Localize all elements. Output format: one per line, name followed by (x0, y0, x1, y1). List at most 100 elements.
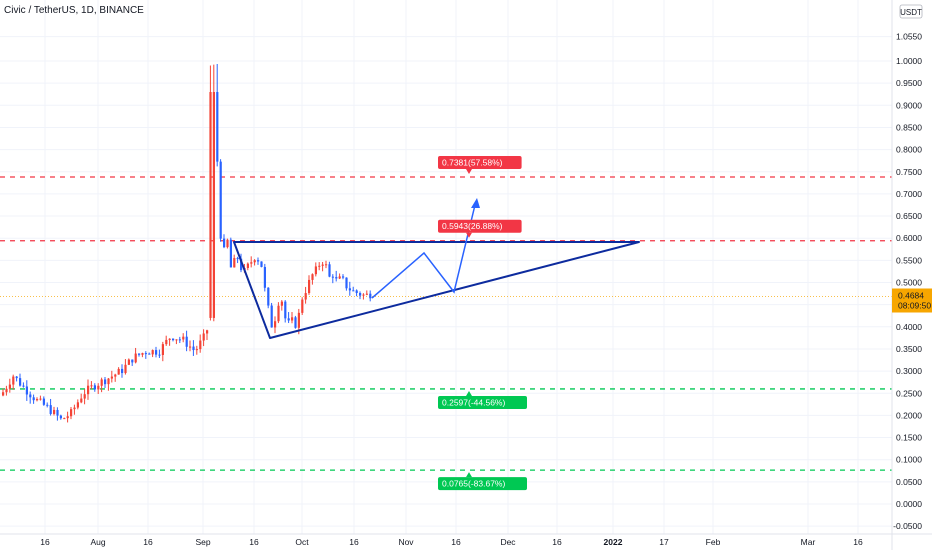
candlesticks[interactable] (2, 63, 372, 423)
candle-body[interactable] (369, 293, 372, 299)
candle-body[interactable] (240, 258, 243, 271)
candle-body[interactable] (352, 290, 355, 292)
candle-body[interactable] (73, 407, 76, 410)
candle-body[interactable] (335, 277, 338, 279)
candle-body[interactable] (274, 321, 277, 328)
candle-body[interactable] (66, 416, 69, 419)
candle-body[interactable] (39, 398, 42, 400)
candle-body[interactable] (311, 274, 314, 280)
candle-body[interactable] (345, 277, 348, 289)
candle-body[interactable] (212, 92, 215, 318)
candle-body[interactable] (25, 386, 28, 395)
candle-body[interactable] (216, 92, 219, 162)
candle-body[interactable] (93, 385, 96, 390)
candle-body[interactable] (144, 353, 147, 355)
candle-body[interactable] (104, 379, 107, 385)
candle-body[interactable] (42, 398, 45, 405)
candle-body[interactable] (250, 262, 253, 264)
candle-body[interactable] (141, 353, 144, 355)
candle-body[interactable] (90, 385, 93, 387)
candle-body[interactable] (338, 276, 341, 279)
candle-body[interactable] (321, 264, 324, 266)
candle-body[interactable] (178, 339, 181, 341)
candle-body[interactable] (56, 409, 59, 416)
candle-body[interactable] (219, 161, 222, 239)
candle-body[interactable] (124, 364, 127, 374)
candle-body[interactable] (19, 378, 22, 386)
candle-body[interactable] (97, 385, 100, 390)
candle-body[interactable] (59, 415, 62, 419)
candle-body[interactable] (36, 399, 39, 401)
candle-body[interactable] (175, 339, 178, 341)
candle-body[interactable] (70, 409, 73, 417)
candle-body[interactable] (127, 359, 130, 365)
candle-body[interactable] (5, 388, 8, 393)
candle-body[interactable] (76, 402, 79, 408)
candle-body[interactable] (359, 293, 362, 296)
candle-body[interactable] (100, 379, 103, 386)
candle-body[interactable] (15, 376, 18, 379)
candle-body[interactable] (161, 344, 164, 356)
candle-body[interactable] (83, 394, 86, 399)
candle-body[interactable] (229, 239, 232, 268)
candle-body[interactable] (63, 418, 66, 420)
candle-body[interactable] (270, 305, 273, 328)
candle-body[interactable] (365, 293, 368, 295)
candle-body[interactable] (246, 263, 249, 268)
candle-body[interactable] (148, 353, 151, 355)
candle-body[interactable] (223, 238, 226, 248)
drawings[interactable] (233, 198, 640, 339)
candle-body[interactable] (195, 349, 198, 351)
candle-body[interactable] (29, 394, 32, 398)
candle-body[interactable] (267, 287, 270, 306)
candle-body[interactable] (121, 368, 124, 374)
candle-body[interactable] (12, 376, 15, 385)
candle-body[interactable] (253, 260, 256, 263)
candle-body[interactable] (257, 260, 260, 262)
candle-body[interactable] (209, 92, 212, 318)
candle-body[interactable] (280, 301, 283, 306)
price-axis[interactable]: 1.0550 1.0000 0.9500 0.9000 0.8500 0.8000 0.75… (891, 0, 932, 550)
candle-body[interactable] (87, 385, 90, 395)
candle-body[interactable] (277, 305, 280, 322)
candle-body[interactable] (114, 374, 117, 377)
candle-body[interactable] (260, 261, 263, 267)
candle-body[interactable] (2, 392, 5, 396)
candle-body[interactable] (172, 338, 175, 341)
candle-body[interactable] (192, 346, 195, 351)
candle-body[interactable] (185, 336, 188, 347)
candle-body[interactable] (314, 266, 317, 275)
candle-body[interactable] (236, 258, 239, 260)
candle-body[interactable] (287, 318, 290, 321)
candle-body[interactable] (138, 353, 141, 355)
candle-body[interactable] (342, 276, 345, 278)
candle-body[interactable] (22, 385, 25, 387)
candle-body[interactable] (155, 350, 158, 355)
candle-body[interactable] (32, 397, 35, 401)
candle-body[interactable] (151, 350, 154, 355)
candle-body[interactable] (284, 301, 287, 319)
time-axis[interactable]: 16 Aug 16 Sep 16 Oct 16 Nov 16 Dec 16 2022 17 Feb Mar 1… (0, 533, 932, 547)
candle-body[interactable] (291, 317, 294, 321)
candle-body[interactable] (304, 293, 307, 300)
candle-body[interactable] (168, 338, 171, 340)
candle-body[interactable] (107, 378, 110, 385)
candle-body[interactable] (325, 264, 328, 266)
candle-body[interactable] (80, 398, 83, 403)
candle-body[interactable] (117, 368, 120, 375)
candle-body[interactable] (182, 336, 185, 340)
candle-body[interactable] (46, 404, 49, 406)
candle-body[interactable] (189, 346, 192, 348)
candle-body[interactable] (202, 333, 205, 341)
candle-body[interactable] (199, 340, 202, 350)
candle-body[interactable] (355, 290, 358, 294)
candle-body[interactable] (301, 299, 304, 313)
candle-body[interactable] (318, 265, 321, 267)
candle-body[interactable] (8, 384, 11, 389)
candle-body[interactable] (308, 279, 311, 294)
candle-body[interactable] (362, 294, 365, 296)
projection-path[interactable] (371, 204, 476, 299)
candle-body[interactable] (226, 239, 229, 248)
